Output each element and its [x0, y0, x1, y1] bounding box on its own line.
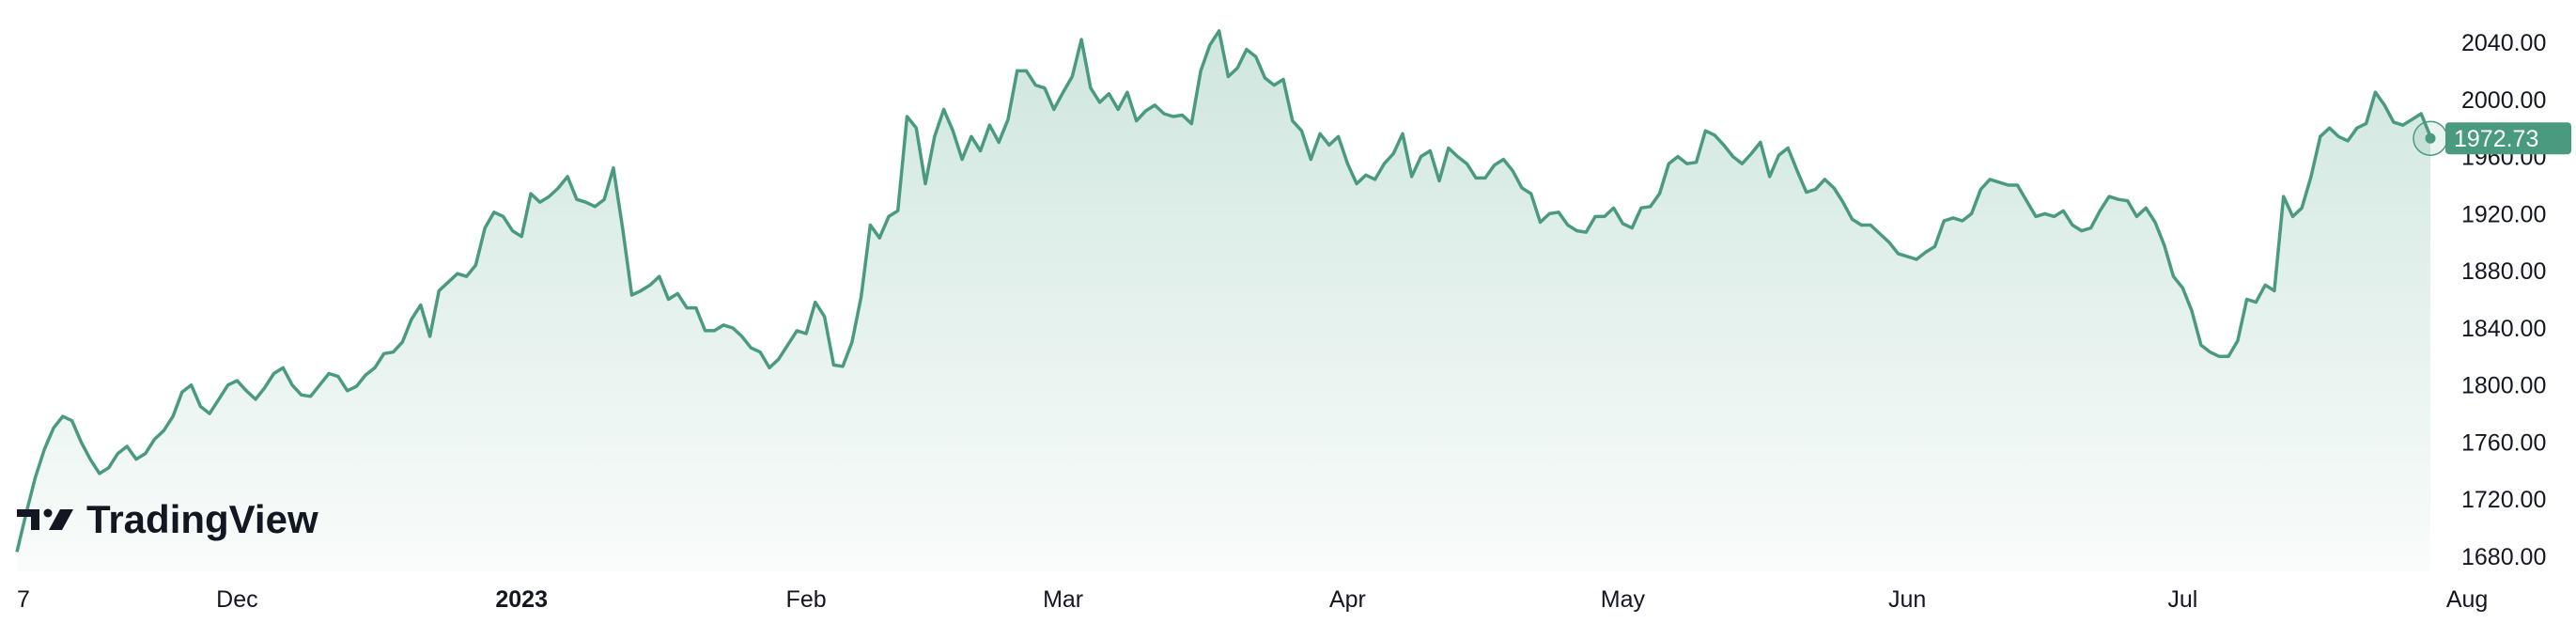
price-line-layer — [15, 29, 2432, 553]
x-tick-label: Jul — [2167, 586, 2197, 613]
y-axis: 1680.00 1720.00 1760.00 1800.00 1840.00 1880.… — [2461, 30, 2546, 570]
y-tick-label: 1880.00 — [2461, 258, 2546, 285]
last-price-badge: 1972.73 — [2445, 122, 2571, 155]
x-tick-label: Dec — [216, 586, 257, 613]
y-tick-label: 1720.00 — [2461, 487, 2546, 513]
y-tick-label: 2000.00 — [2461, 87, 2546, 114]
x-tick-label: Mar — [1043, 586, 1083, 613]
y-tick-label: 2040.00 — [2461, 30, 2546, 56]
y-tick-label: 1680.00 — [2461, 544, 2546, 570]
area-fill — [17, 30, 2430, 571]
y-tick-label: 1800.00 — [2461, 373, 2546, 399]
y-tick-label: 1840.00 — [2461, 316, 2546, 342]
tradingview-logo[interactable]: TradingView — [17, 497, 318, 541]
x-tick-label: May — [1601, 586, 1646, 613]
tradingview-logo-text: TradingView — [86, 497, 318, 541]
last-price-badge-bg — [2445, 122, 2571, 155]
last-price-dot — [2425, 132, 2436, 144]
y-tick-label: 1760.00 — [2461, 430, 2546, 457]
area-fill-layer — [17, 30, 2430, 571]
x-tick-label: Aug — [2446, 586, 2488, 613]
x-tick-label: Apr — [1329, 586, 1366, 613]
price-line — [15, 29, 2432, 553]
last-price-marker[interactable] — [2413, 120, 2448, 156]
last-price-label: 1972.73 — [2454, 126, 2538, 152]
x-axis: 7Dec2023FebMarAprMayJunJulAugSepOctNov — [17, 586, 2488, 613]
x-tick-label: Jun — [1888, 586, 1926, 613]
x-tick-label: 7 — [17, 586, 30, 613]
tradingview-logo-icon — [17, 508, 73, 530]
x-tick-label: 2023 — [495, 586, 548, 613]
y-tick-label: 1920.00 — [2461, 201, 2546, 227]
x-tick-label: Feb — [786, 586, 827, 613]
